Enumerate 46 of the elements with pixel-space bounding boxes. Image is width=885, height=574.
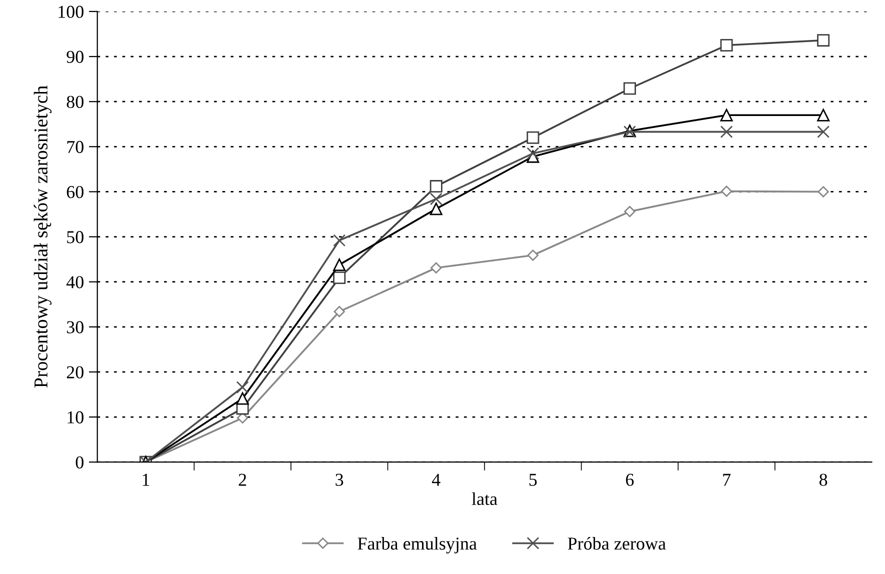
legend-label: Farba emulsyjna — [358, 537, 477, 554]
point — [623, 82, 636, 95]
point — [334, 306, 345, 318]
x-tick-label: 6 — [626, 474, 634, 486]
y-tick-label: 40 — [66, 276, 84, 288]
point — [527, 250, 539, 261]
y-axis-title: Procentowy udział sęków zarosnietych — [34, 86, 52, 388]
x-tick-label: 1 — [142, 474, 150, 486]
point — [526, 131, 540, 144]
y-tick-label: 60 — [66, 186, 84, 198]
point — [333, 258, 346, 271]
x-tick-label: 2 — [238, 474, 246, 486]
point — [817, 108, 830, 122]
x-axis-title: lata — [472, 492, 498, 506]
point — [817, 126, 830, 138]
point — [430, 262, 442, 274]
y-tick-label: 10 — [68, 411, 84, 424]
y-tick-label: 30 — [66, 321, 84, 334]
point — [817, 34, 830, 47]
y-tick-label: 80 — [66, 96, 84, 108]
point — [430, 180, 442, 193]
point — [333, 272, 346, 284]
point — [720, 186, 732, 197]
y-tick-label: 100 — [58, 6, 84, 18]
y-tick-label: 50 — [67, 231, 84, 244]
y-tick-label: 90 — [66, 50, 84, 63]
point — [818, 186, 829, 198]
y-tick-label: 70 — [67, 140, 84, 154]
point — [236, 392, 249, 405]
point — [624, 206, 636, 218]
point — [430, 202, 442, 216]
legend-label: Próba zerowa — [568, 536, 666, 550]
point — [720, 39, 733, 52]
point — [526, 147, 540, 160]
x-tick-label: 3 — [336, 474, 344, 486]
point — [236, 381, 249, 394]
y-tick-label: 0 — [76, 456, 84, 469]
x-tick-label: 4 — [432, 474, 440, 486]
point — [430, 192, 442, 206]
x-tick-label: 5 — [529, 474, 537, 486]
y-tick-label: 20 — [66, 366, 84, 378]
x-tick-label: 8 — [820, 474, 828, 486]
x-tick-label: 7 — [723, 474, 731, 486]
point — [720, 108, 733, 122]
point — [333, 234, 346, 247]
point — [720, 126, 733, 138]
